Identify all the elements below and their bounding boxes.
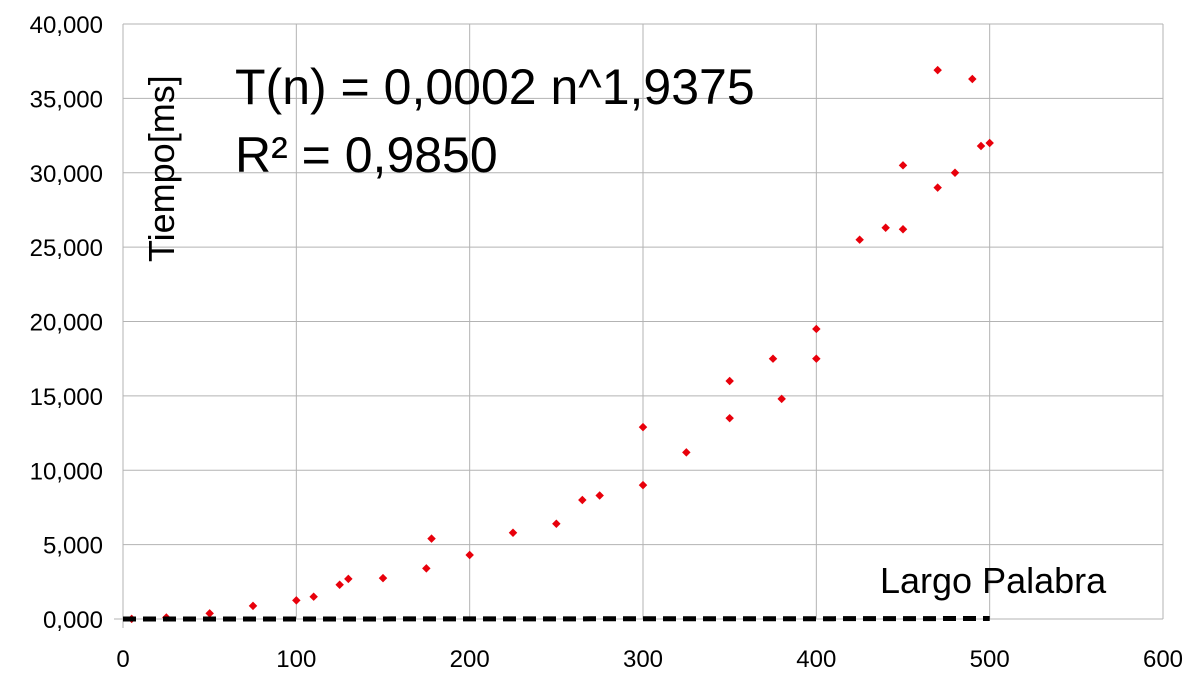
x-tick-label: 400	[796, 646, 836, 673]
power-trendline	[123, 616, 990, 622]
data-point	[898, 161, 908, 170]
trendline-layer	[123, 616, 990, 622]
y-tick-label: 35,000	[30, 86, 103, 113]
data-point	[855, 235, 864, 244]
data-point	[881, 223, 890, 233]
x-axis-title: Largo Palabra	[880, 560, 1107, 601]
y-tick-label: 10,000	[30, 458, 103, 485]
x-tick-label: 200	[450, 646, 490, 673]
x-tick-label: 600	[1143, 646, 1183, 673]
data-point	[427, 534, 436, 543]
data-point	[933, 183, 942, 192]
data-point	[465, 550, 474, 560]
data-point	[309, 592, 318, 601]
y-tick-label: 0,000	[43, 607, 103, 634]
y-tick-label: 40,000	[30, 12, 103, 39]
data-point	[552, 519, 561, 529]
x-tick-label: 500	[970, 646, 1010, 673]
y-axis-title: Tiempo[ms]	[141, 75, 182, 262]
data-point	[768, 354, 778, 363]
data-point	[933, 65, 942, 75]
data-point	[378, 573, 388, 583]
data-point	[968, 74, 977, 84]
y-tick-label: 5,000	[43, 533, 103, 560]
data-point	[508, 528, 518, 537]
y-tick-label: 20,000	[30, 310, 103, 337]
grid-layer	[114, 23, 1164, 628]
data-point	[638, 422, 648, 432]
data-point	[578, 495, 587, 505]
data-point	[682, 448, 691, 457]
y-tick-label: 30,000	[30, 161, 103, 188]
tick-labels-layer: 0 100 200 300 400 500 600 0,000 5,000 10,000 15,00…	[30, 12, 1183, 673]
data-point	[292, 596, 301, 605]
data-point	[205, 609, 214, 618]
data-point	[638, 480, 648, 490]
data-point	[335, 580, 344, 590]
data-point	[950, 168, 960, 177]
data-point	[344, 574, 353, 584]
x-tick-label: 0	[116, 646, 129, 673]
data-point	[985, 138, 994, 148]
r-squared-annotation: R² = 0,9850	[235, 127, 498, 183]
y-tick-label: 25,000	[30, 235, 103, 262]
x-tick-label: 300	[623, 646, 663, 673]
equation-annotation: T(n) = 0,0002 n^1,9375	[235, 59, 755, 115]
data-point	[777, 394, 786, 404]
data-point	[812, 324, 821, 334]
data-point	[898, 225, 908, 234]
data-point	[725, 376, 734, 386]
data-point	[248, 601, 258, 611]
data-point	[976, 141, 986, 151]
data-point	[595, 491, 604, 500]
data-point	[422, 564, 431, 573]
data-point	[812, 354, 821, 363]
y-tick-label: 15,000	[30, 384, 103, 411]
data-point	[725, 413, 734, 423]
x-tick-label: 100	[276, 646, 316, 673]
